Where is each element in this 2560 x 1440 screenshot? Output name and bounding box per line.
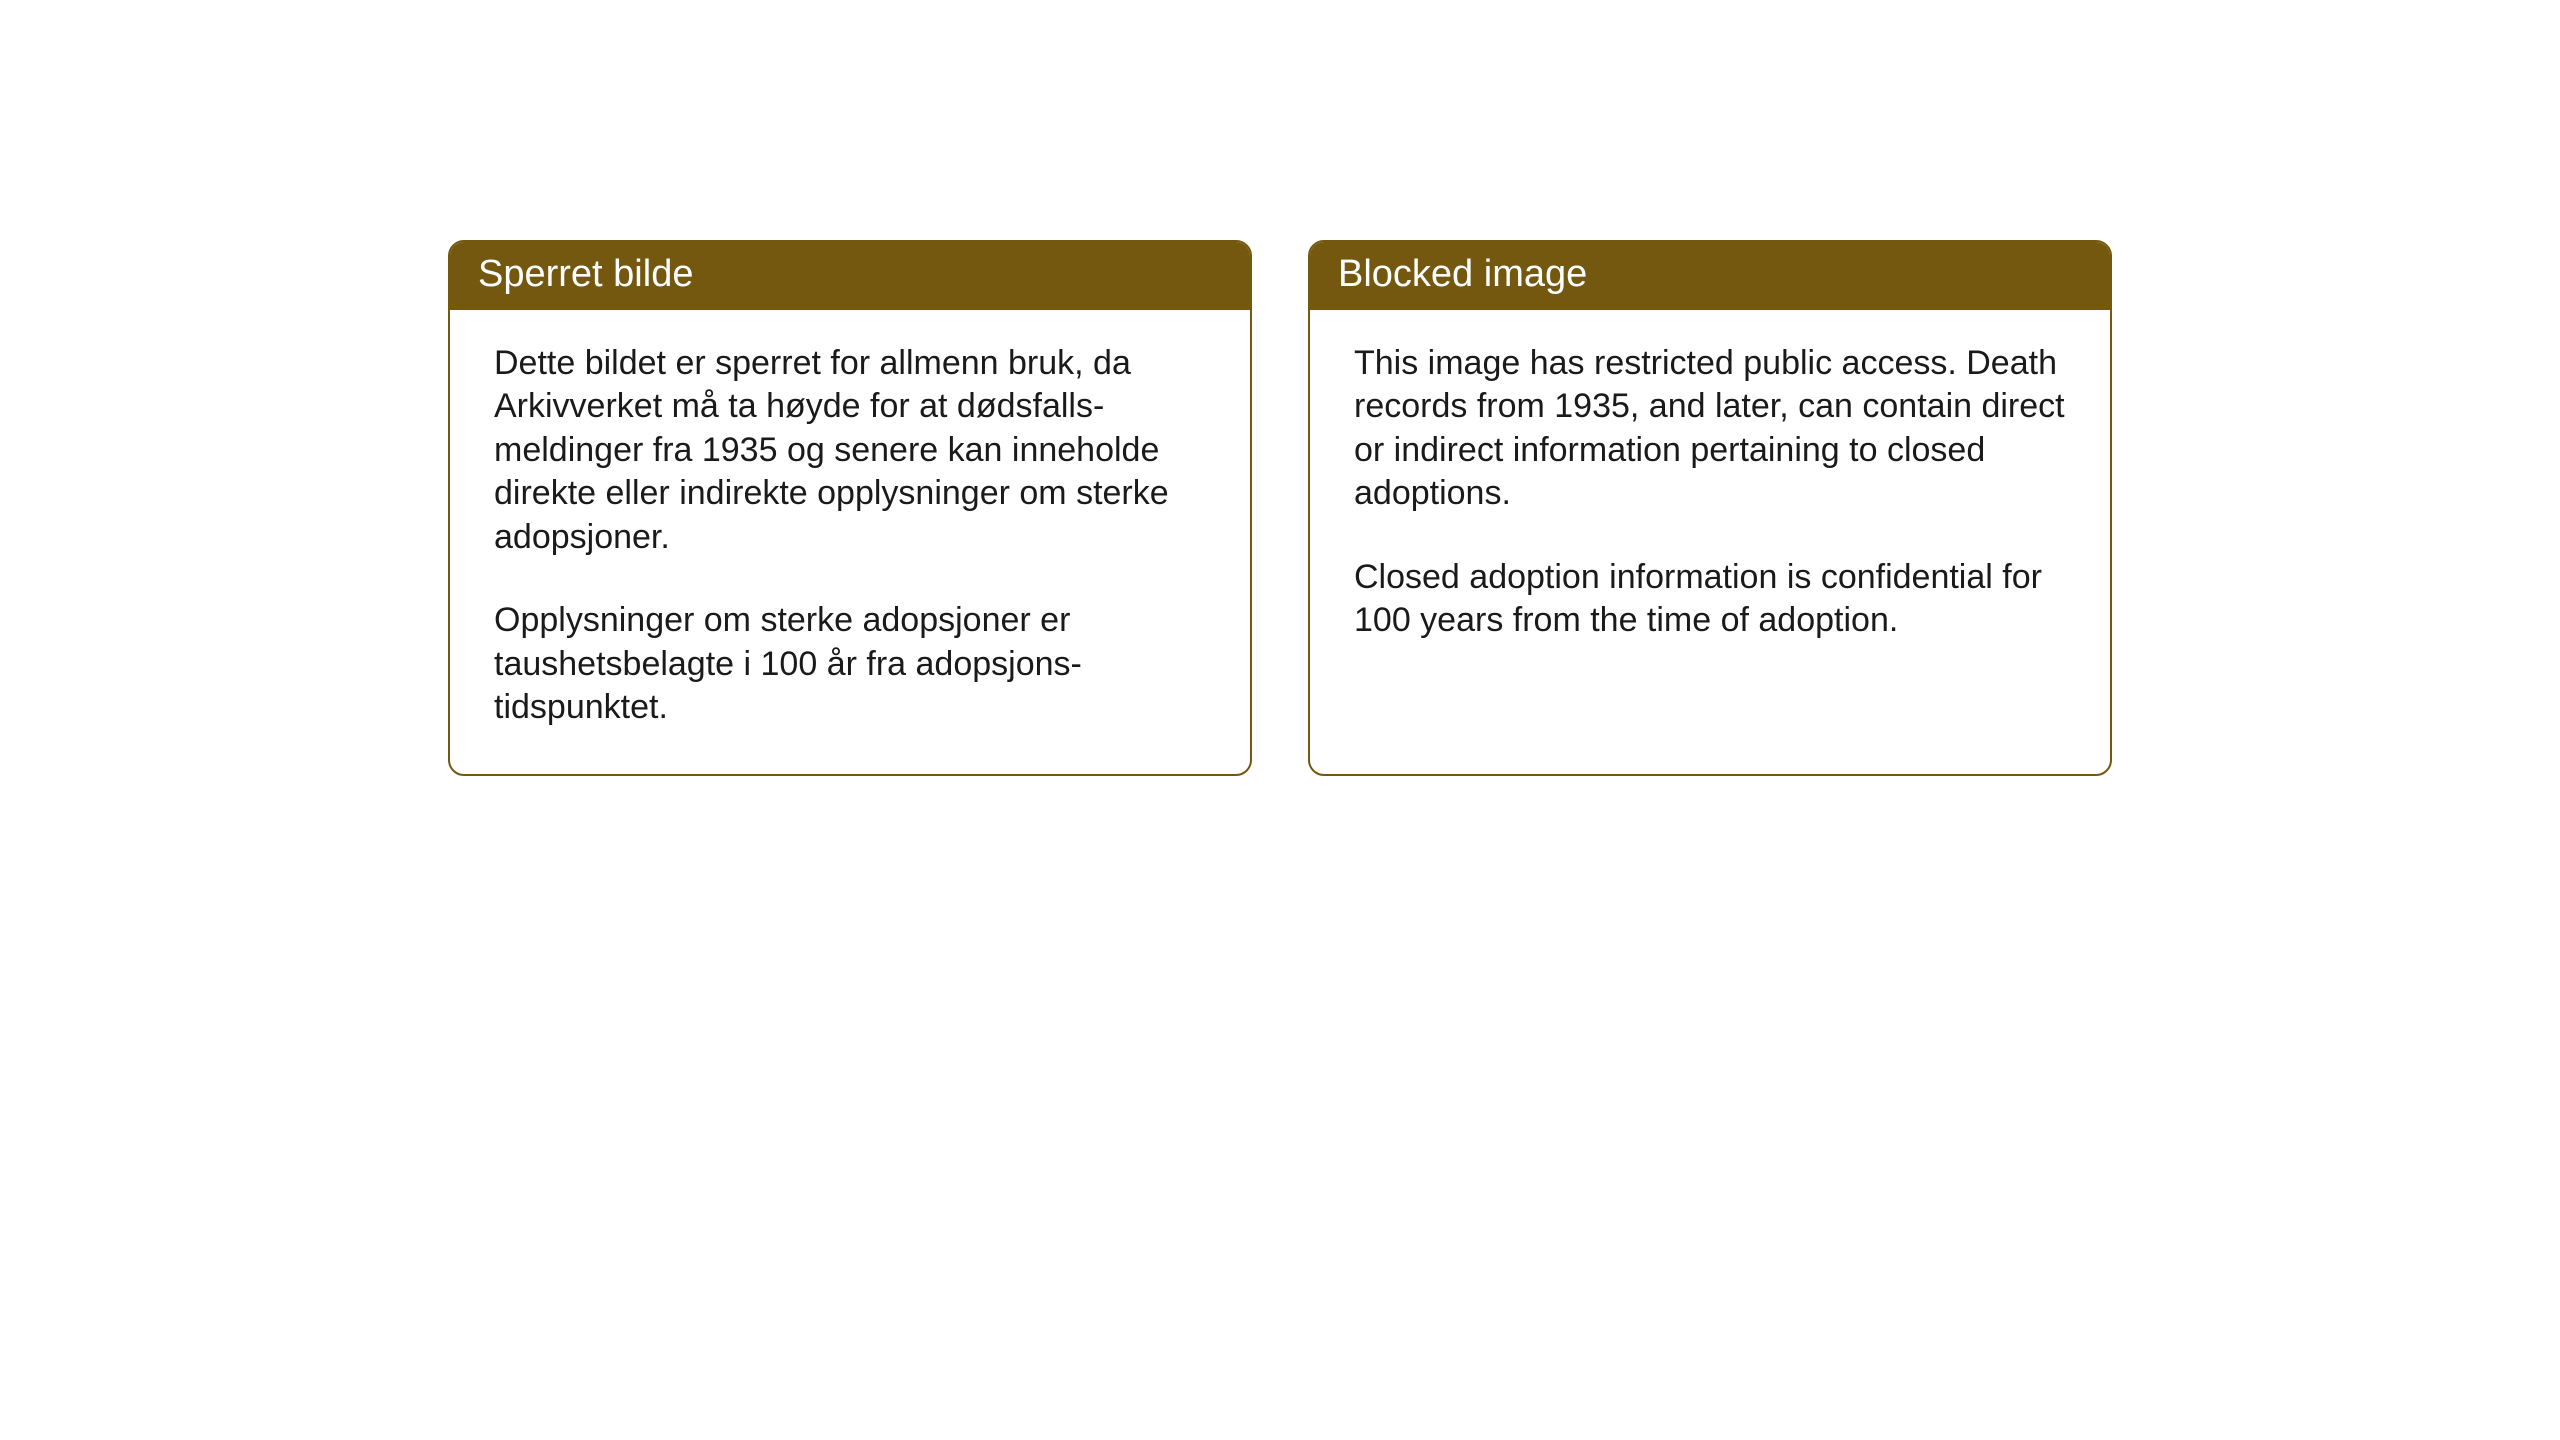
card-title-english: Blocked image	[1310, 242, 2110, 310]
card-paragraph: Opplysninger om sterke adopsjoner er tau…	[494, 599, 1206, 730]
card-paragraph: This image has restricted public access.…	[1354, 342, 2066, 516]
notice-card-english: Blocked image This image has restricted …	[1308, 240, 2112, 776]
card-paragraph: Dette bildet er sperret for allmenn bruk…	[494, 342, 1206, 560]
card-title-norwegian: Sperret bilde	[450, 242, 1250, 310]
card-body-norwegian: Dette bildet er sperret for allmenn bruk…	[450, 310, 1250, 774]
notice-card-norwegian: Sperret bilde Dette bildet er sperret fo…	[448, 240, 1252, 776]
card-body-english: This image has restricted public access.…	[1310, 310, 2110, 687]
card-paragraph: Closed adoption information is confident…	[1354, 556, 2066, 643]
notice-container: Sperret bilde Dette bildet er sperret fo…	[448, 240, 2112, 776]
